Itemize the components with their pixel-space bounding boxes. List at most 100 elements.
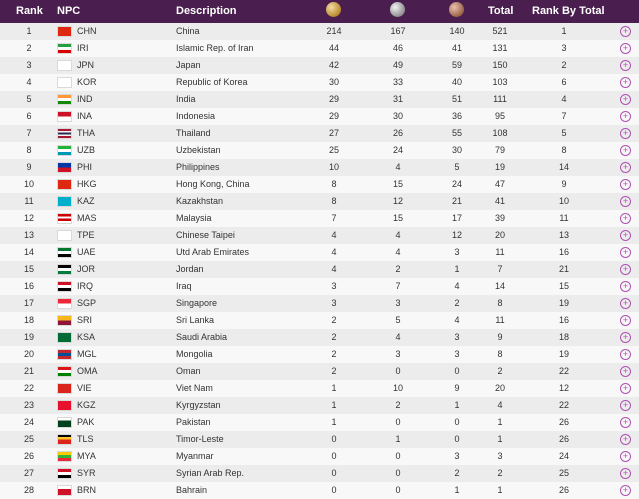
gold-count-cell: 0 <box>331 485 337 495</box>
table-row: 21 OMA Oman 2 0 0 2 22 + <box>0 363 639 380</box>
bronze-count-cell: 3 <box>454 332 460 342</box>
npc-code-cell: MAS <box>77 213 97 223</box>
npc-code-cell: IND <box>77 94 93 104</box>
expand-row-button[interactable]: + <box>620 162 631 173</box>
description-cell: Philippines <box>176 162 220 172</box>
total-count-cell: 2 <box>497 468 503 478</box>
table-row: 19 KSA Saudi Arabia 2 4 3 9 18 + <box>0 329 639 346</box>
description-cell: Pakistan <box>176 417 211 427</box>
rank-cell: 28 <box>23 485 34 495</box>
expand-row-button[interactable]: + <box>620 366 631 377</box>
expand-row-button[interactable]: + <box>620 128 631 139</box>
table-row: 1 CHN China 214 167 140 521 1 + <box>0 23 639 40</box>
total-count-cell: 4 <box>497 400 503 410</box>
rank-by-total-cell: 21 <box>558 264 569 274</box>
rank-by-total-cell: 8 <box>561 145 567 155</box>
expand-row-button[interactable]: + <box>620 94 631 105</box>
bronze-count-cell: 2 <box>454 468 460 478</box>
expand-row-button[interactable]: + <box>620 298 631 309</box>
rank-cell: 8 <box>26 145 32 155</box>
table-row: 4 KOR Republic of Korea 30 33 40 103 6 + <box>0 74 639 91</box>
npc-code-cell: KSA <box>77 332 96 342</box>
npc-code-cell: IRI <box>77 43 89 53</box>
rank-by-total-cell: 10 <box>558 196 569 206</box>
expand-row-button[interactable]: + <box>620 213 631 224</box>
expand-row-button[interactable]: + <box>620 451 631 462</box>
flag-icon <box>57 179 72 190</box>
bronze-count-cell: 0 <box>454 366 460 376</box>
silver-count-cell: 4 <box>395 247 401 257</box>
expand-row-button[interactable]: + <box>620 349 631 360</box>
table-row: 8 UZB Uzbekistan 25 24 30 79 8 + <box>0 142 639 159</box>
expand-row-button[interactable]: + <box>620 264 631 275</box>
rank-by-total-cell: 19 <box>558 298 569 308</box>
rank-by-total-cell: 24 <box>558 451 569 461</box>
description-cell: Sri Lanka <box>176 315 215 325</box>
silver-count-cell: 2 <box>395 400 401 410</box>
rank-by-total-cell: 26 <box>558 434 569 444</box>
header-description[interactable]: Description <box>176 5 237 17</box>
rank-cell: 22 <box>23 383 34 393</box>
bronze-count-cell: 24 <box>451 179 462 189</box>
expand-row-button[interactable]: + <box>620 434 631 445</box>
expand-row-button[interactable]: + <box>620 315 631 326</box>
bronze-count-cell: 4 <box>454 281 460 291</box>
header-total[interactable]: Total <box>488 5 514 17</box>
total-count-cell: 1 <box>497 434 503 444</box>
expand-row-button[interactable]: + <box>620 43 631 54</box>
expand-row-button[interactable]: + <box>620 111 631 122</box>
gold-count-cell: 10 <box>328 162 339 172</box>
rank-cell: 7 <box>26 128 32 138</box>
rank-by-total-cell: 26 <box>558 417 569 427</box>
expand-row-button[interactable]: + <box>620 468 631 479</box>
expand-row-button[interactable]: + <box>620 179 631 190</box>
table-row: 23 KGZ Kyrgyzstan 1 2 1 4 22 + <box>0 397 639 414</box>
expand-row-button[interactable]: + <box>620 60 631 71</box>
total-count-cell: 39 <box>494 213 505 223</box>
table-row: 15 JOR Jordan 4 2 1 7 21 + <box>0 261 639 278</box>
gold-medal-icon[interactable] <box>326 2 341 17</box>
expand-row-button[interactable]: + <box>620 26 631 37</box>
bronze-count-cell: 1 <box>454 264 460 274</box>
bronze-count-cell: 0 <box>454 417 460 427</box>
rank-cell: 6 <box>26 111 32 121</box>
gold-count-cell: 8 <box>331 196 337 206</box>
description-cell: Islamic Rep. of Iran <box>176 43 254 53</box>
rank-by-total-cell: 14 <box>558 162 569 172</box>
expand-row-button[interactable]: + <box>620 247 631 258</box>
expand-row-button[interactable]: + <box>620 332 631 343</box>
expand-row-button[interactable]: + <box>620 230 631 241</box>
expand-row-button[interactable]: + <box>620 196 631 207</box>
silver-count-cell: 10 <box>392 383 403 393</box>
header-npc[interactable]: NPC <box>57 5 81 17</box>
flag-icon <box>57 162 72 173</box>
npc-code-cell: OMA <box>77 366 98 376</box>
total-count-cell: 41 <box>494 196 505 206</box>
expand-row-button[interactable]: + <box>620 145 631 156</box>
gold-count-cell: 29 <box>328 94 339 104</box>
silver-medal-icon[interactable] <box>390 2 405 17</box>
total-count-cell: 150 <box>492 60 508 70</box>
npc-code-cell: KAZ <box>77 196 95 206</box>
table-row: 18 SRI Sri Lanka 2 5 4 11 16 + <box>0 312 639 329</box>
bronze-count-cell: 55 <box>451 128 462 138</box>
expand-row-button[interactable]: + <box>620 281 631 292</box>
expand-row-button[interactable]: + <box>620 400 631 411</box>
description-cell: Chinese Taipei <box>176 230 235 240</box>
silver-count-cell: 33 <box>392 77 403 87</box>
expand-row-button[interactable]: + <box>620 383 631 394</box>
silver-count-cell: 0 <box>395 485 401 495</box>
expand-row-button[interactable]: + <box>620 417 631 428</box>
expand-row-button[interactable]: + <box>620 77 631 88</box>
gold-count-cell: 214 <box>326 26 342 36</box>
rank-cell: 25 <box>23 434 34 444</box>
npc-code-cell: SGP <box>77 298 97 308</box>
bronze-count-cell: 51 <box>451 94 462 104</box>
header-rank-by-total[interactable]: Rank By Total <box>532 5 605 17</box>
description-cell: China <box>176 26 200 36</box>
bronze-medal-icon[interactable] <box>449 2 464 17</box>
expand-row-button[interactable]: + <box>620 485 631 496</box>
header-rank[interactable]: Rank <box>16 5 43 17</box>
flag-icon <box>57 196 72 207</box>
npc-code-cell: BRN <box>77 485 97 495</box>
